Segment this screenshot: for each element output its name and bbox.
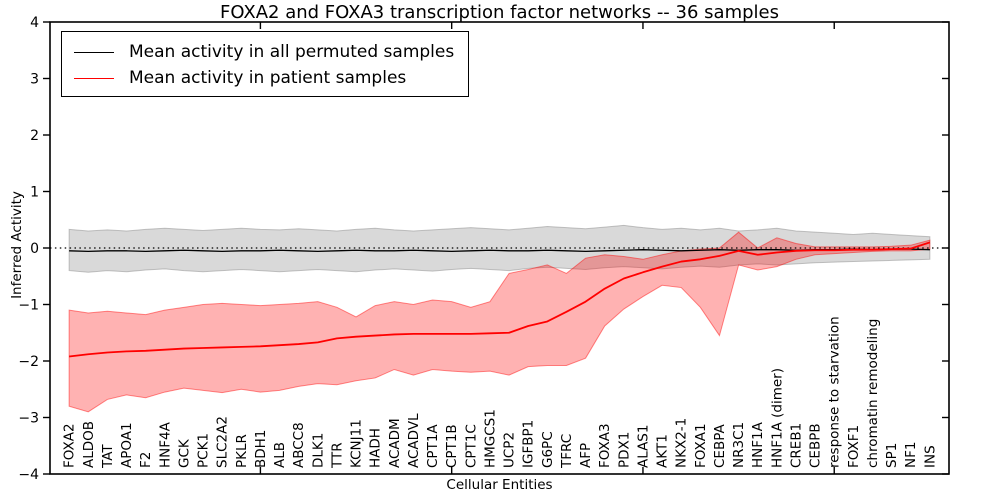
- x-tick-label: FOXF1: [846, 425, 862, 468]
- legend-label-patient: Mean activity in patient samples: [129, 68, 407, 88]
- x-tick-label: UCP2: [502, 432, 518, 468]
- x-tick-label: FOXA1: [693, 423, 709, 468]
- x-tick-label: HNF1A: [750, 421, 766, 468]
- patient-mean-line: [69, 241, 931, 358]
- x-tick-label: INS: [922, 445, 938, 468]
- y-tick-label: −3: [18, 411, 39, 427]
- legend-label-permuted: Mean activity in all permuted samples: [129, 42, 455, 62]
- x-tick-label: ACADM: [387, 418, 403, 468]
- x-tick-label: CPT1B: [444, 424, 460, 468]
- x-tick-label: ALAS1: [635, 425, 651, 468]
- y-tick-label: 1: [30, 185, 39, 201]
- x-tick-label: APOA1: [119, 422, 135, 468]
- x-tick-label: ALDOB: [81, 421, 97, 468]
- x-tick-label: ACADVL: [406, 413, 422, 468]
- x-tick-label: PDX1: [616, 432, 632, 468]
- legend-item-permuted: Mean activity in all permuted samples: [74, 39, 454, 65]
- x-tick-label: HADH: [368, 428, 384, 468]
- x-tick-label: F2: [138, 452, 154, 468]
- chart-title: FOXA2 and FOXA3 transcription factor net…: [220, 2, 779, 23]
- y-tick-label: 3: [30, 72, 39, 88]
- y-tick-label: −1: [18, 298, 39, 314]
- x-tick-label: HMGCS1: [482, 409, 498, 468]
- x-tick-label: FOXA3: [597, 423, 613, 468]
- x-tick-label: PKLR: [234, 434, 250, 468]
- y-tick-label: −2: [18, 354, 39, 370]
- x-axis-label: Cellular Entities: [446, 477, 553, 493]
- x-tick-label: AFP: [578, 443, 594, 468]
- x-tick-label: ALB: [272, 442, 288, 468]
- x-tick-label: HNF4A: [157, 421, 173, 468]
- legend-item-patient: Mean activity in patient samples: [74, 65, 454, 91]
- x-tick-label: SP1: [884, 443, 900, 468]
- x-tick-label: TAT: [100, 444, 116, 469]
- x-tick-label: FOXA2: [62, 423, 78, 468]
- x-tick-label: KCNJ11: [349, 419, 365, 468]
- legend: Mean activity in all permuted samples Me…: [61, 31, 470, 97]
- x-tick-label: GCK: [176, 438, 192, 468]
- y-tick-label: −4: [18, 467, 39, 483]
- legend-line-black-icon: [74, 51, 114, 53]
- y-tick-label: 0: [30, 241, 39, 257]
- x-tick-label: NF1: [903, 442, 919, 468]
- x-tick-label: CREB1: [788, 423, 804, 468]
- x-tick-label: BDH1: [253, 430, 269, 468]
- x-tick-label: response to starvation: [827, 316, 843, 468]
- x-tick-label: HNF1A (dimer): [769, 368, 785, 468]
- legend-line-red-icon: [74, 77, 114, 79]
- permuted-mean-line: [69, 248, 930, 253]
- x-tick-label: CPT1C: [463, 424, 479, 468]
- x-tick-label: TFRC: [559, 434, 575, 469]
- y-tick-label: 2: [30, 128, 39, 144]
- x-tick-label: PCK1: [196, 433, 212, 468]
- y-tick-label: 4: [30, 15, 39, 31]
- x-tick-label: CPT1A: [425, 424, 441, 468]
- x-tick-label: ABCC8: [291, 422, 307, 468]
- x-tick-label: CEBPB: [808, 423, 824, 468]
- x-tick-label: G6PC: [540, 431, 556, 468]
- x-tick-label: SLC2A2: [215, 416, 231, 468]
- x-tick-label: chromatin remodeling: [865, 319, 881, 468]
- x-tick-label: AKT1: [655, 434, 671, 468]
- x-tick-label: NKX2-1: [674, 418, 690, 468]
- x-tick-label: IGFBP1: [521, 420, 537, 468]
- x-tick-label: CEBPA: [712, 424, 728, 468]
- permuted-confidence-band: [68, 224, 931, 273]
- x-tick-label: TTR: [329, 442, 345, 469]
- x-tick-label: DLK1: [310, 433, 326, 468]
- x-tick-label: NR3C1: [731, 422, 747, 468]
